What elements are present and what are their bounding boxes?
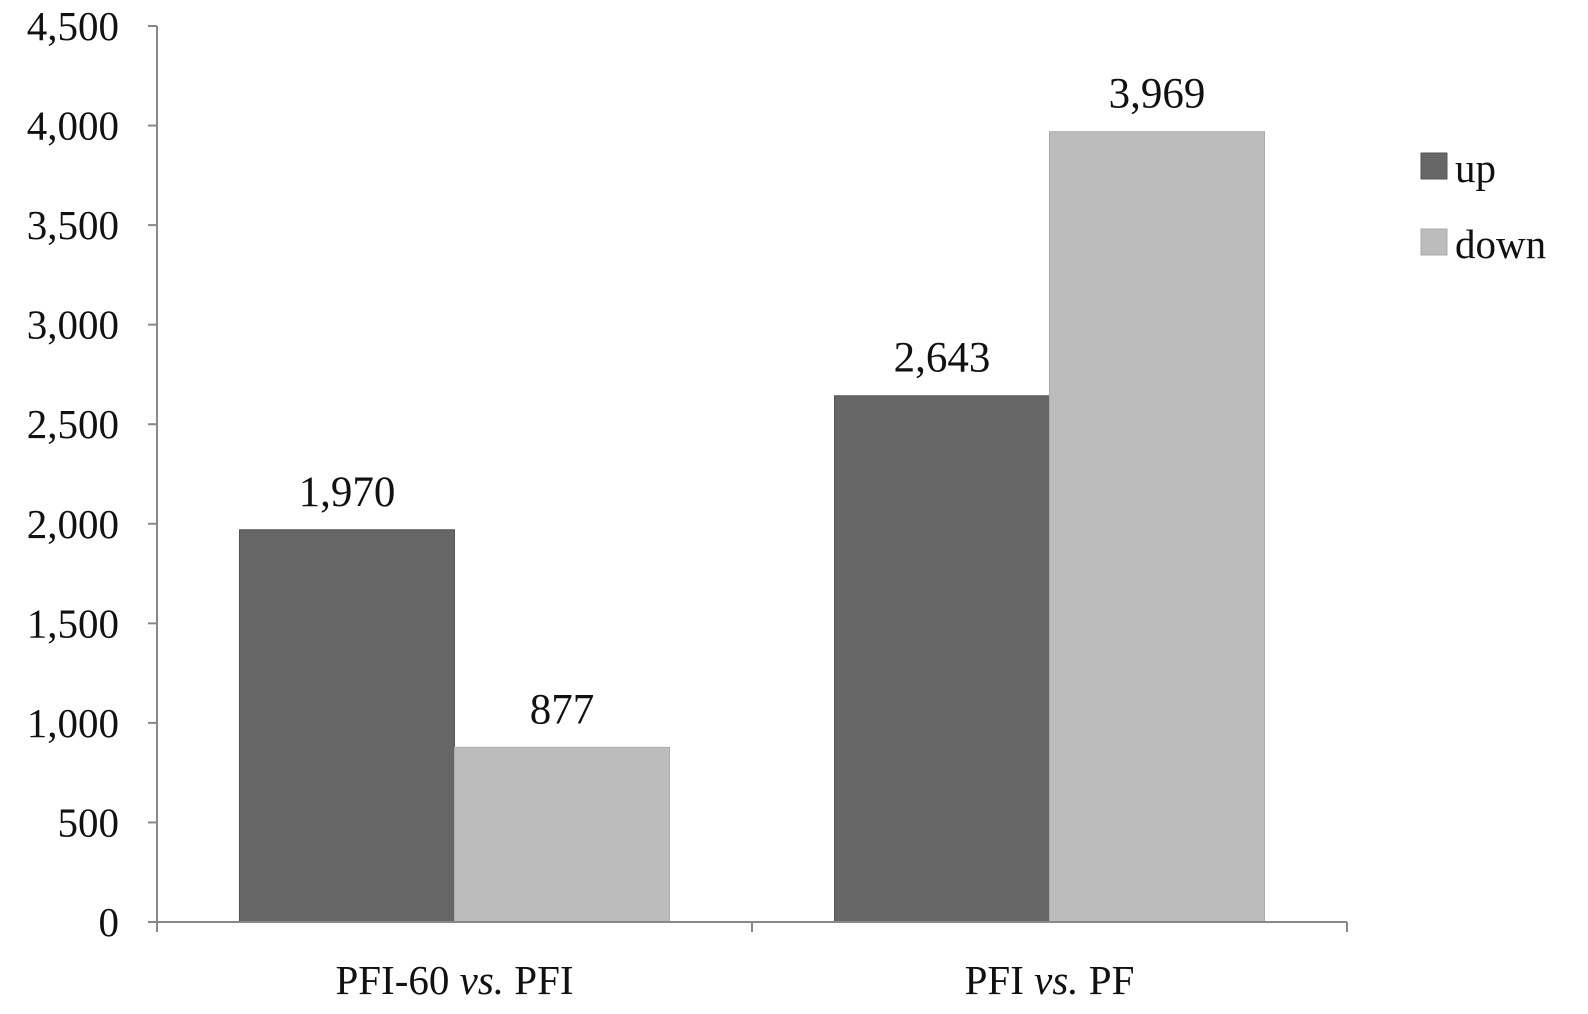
bar-up-2 <box>834 395 1050 923</box>
y-tick-label-3000: 3,000 <box>27 302 119 348</box>
y-tick-label-4500: 4,500 <box>27 3 119 49</box>
y-tick-label-2500: 2,500 <box>27 401 119 447</box>
data-label-up-2: 2,643 <box>894 335 991 382</box>
labels-group: 1,970 877 2,643 3,969 PFI-60 vs. PFI PFI vs. … <box>299 71 1206 1003</box>
y-tick-label-0: 0 <box>99 899 120 945</box>
legend-swatch-down <box>1420 228 1448 256</box>
y-tick-label-3500: 3,500 <box>27 202 119 248</box>
x-tick-label-2: PFI vs. PF <box>965 957 1135 1003</box>
x-tick-label-1: PFI-60 vs. PFI <box>335 957 573 1003</box>
legend-label-up: up <box>1455 145 1496 191</box>
bar-up-1 <box>239 529 455 923</box>
data-label-down-1: 877 <box>530 686 595 733</box>
y-tick-label-1000: 1,000 <box>27 700 119 746</box>
bar-down-2 <box>1049 131 1265 923</box>
bar-down-1 <box>454 746 670 923</box>
data-label-down-2: 3,969 <box>1109 71 1206 118</box>
y-tick-label-2000: 2,000 <box>27 501 119 547</box>
legend-swatch-up <box>1420 152 1448 180</box>
axes-group: 0 500 1,000 1,500 2,000 2,500 3,000 3,500 4,000 4… <box>27 3 1348 945</box>
y-tick-label-1500: 1,500 <box>27 600 119 646</box>
legend-label-down: down <box>1455 221 1546 267</box>
bars-group <box>239 131 1265 923</box>
data-label-up-1: 1,970 <box>299 469 396 516</box>
y-tick-label-4000: 4,000 <box>27 103 119 149</box>
legend: up down <box>1420 145 1546 267</box>
y-tick-label-500: 500 <box>58 799 120 845</box>
